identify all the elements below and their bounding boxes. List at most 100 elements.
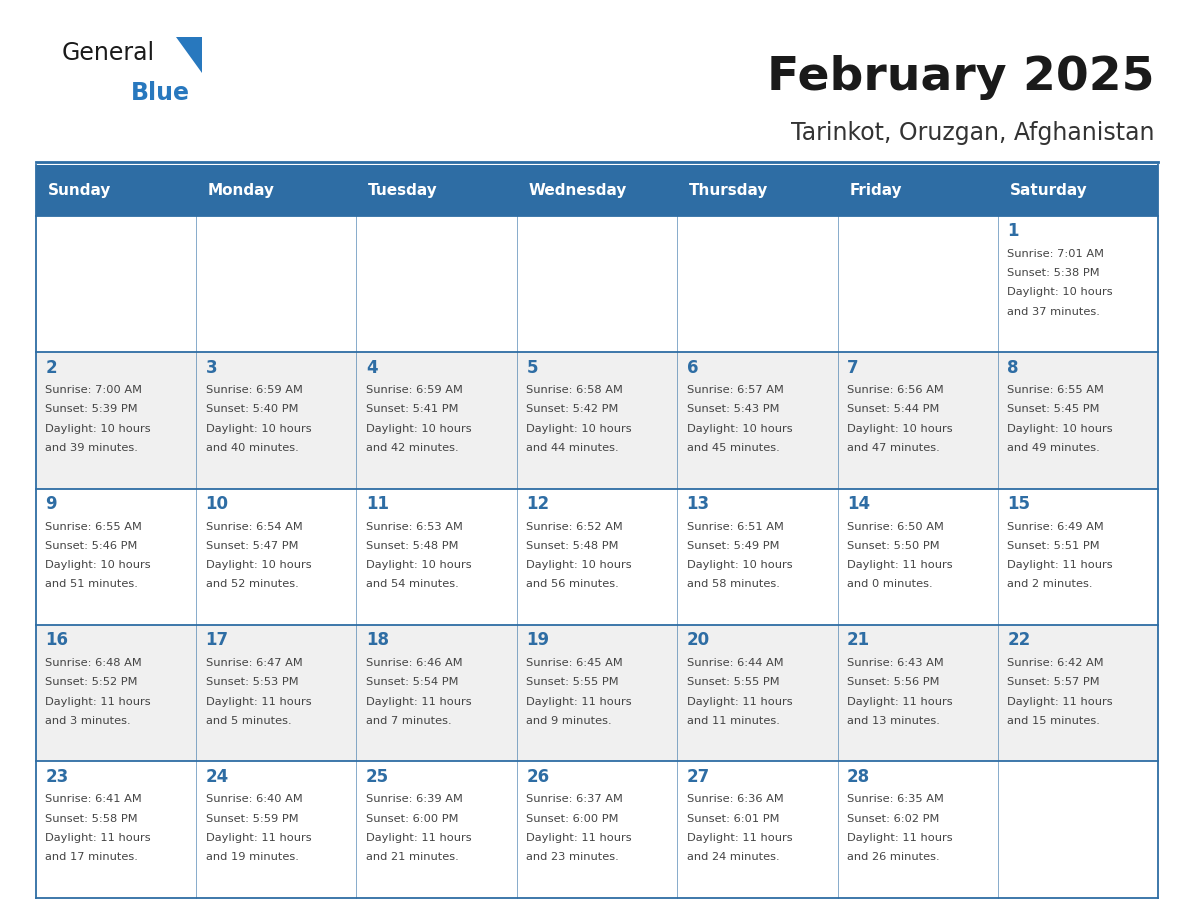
Text: Sunset: 5:44 PM: Sunset: 5:44 PM	[847, 405, 940, 414]
Text: 19: 19	[526, 632, 549, 649]
Bar	[998, 488, 1158, 625]
Bar	[356, 353, 517, 488]
Text: Daylight: 11 hours: Daylight: 11 hours	[206, 697, 311, 707]
Bar	[196, 761, 356, 898]
Text: Sunset: 5:42 PM: Sunset: 5:42 PM	[526, 405, 619, 414]
Bar	[356, 625, 517, 761]
Bar	[838, 216, 998, 353]
Text: Sunset: 5:45 PM: Sunset: 5:45 PM	[1007, 405, 1100, 414]
Text: Sunset: 5:51 PM: Sunset: 5:51 PM	[1007, 541, 1100, 551]
Text: Sunset: 5:39 PM: Sunset: 5:39 PM	[45, 405, 138, 414]
Bar	[196, 165, 356, 216]
Text: Daylight: 11 hours: Daylight: 11 hours	[847, 697, 953, 707]
Text: 24: 24	[206, 767, 229, 786]
Text: and 7 minutes.: and 7 minutes.	[366, 716, 451, 726]
Text: Friday: Friday	[849, 183, 902, 198]
Text: Sunrise: 6:41 AM: Sunrise: 6:41 AM	[45, 794, 141, 804]
Text: Daylight: 10 hours: Daylight: 10 hours	[366, 424, 472, 433]
Text: Sunset: 5:41 PM: Sunset: 5:41 PM	[366, 405, 459, 414]
Text: Daylight: 10 hours: Daylight: 10 hours	[687, 560, 792, 570]
Text: Daylight: 11 hours: Daylight: 11 hours	[847, 833, 953, 843]
Text: 11: 11	[366, 495, 388, 513]
Text: 18: 18	[366, 632, 388, 649]
Text: Daylight: 10 hours: Daylight: 10 hours	[847, 424, 953, 433]
Text: 28: 28	[847, 767, 870, 786]
Text: Sunrise: 6:43 AM: Sunrise: 6:43 AM	[847, 658, 943, 668]
Text: 4: 4	[366, 359, 378, 376]
Bar	[36, 165, 196, 216]
Text: Sunset: 5:40 PM: Sunset: 5:40 PM	[206, 405, 298, 414]
Text: Sunset: 6:01 PM: Sunset: 6:01 PM	[687, 813, 779, 823]
Text: and 11 minutes.: and 11 minutes.	[687, 716, 779, 726]
Text: 17: 17	[206, 632, 228, 649]
Text: Sunset: 5:55 PM: Sunset: 5:55 PM	[687, 677, 779, 688]
Text: Daylight: 11 hours: Daylight: 11 hours	[366, 833, 472, 843]
Text: Sunrise: 6:47 AM: Sunrise: 6:47 AM	[206, 658, 302, 668]
Text: February 2025: February 2025	[767, 55, 1155, 100]
Bar	[36, 488, 196, 625]
Text: and 26 minutes.: and 26 minutes.	[847, 852, 940, 862]
Text: Sunrise: 6:45 AM: Sunrise: 6:45 AM	[526, 658, 623, 668]
Text: Sunset: 6:00 PM: Sunset: 6:00 PM	[366, 813, 459, 823]
Text: Daylight: 10 hours: Daylight: 10 hours	[366, 560, 472, 570]
Text: and 42 minutes.: and 42 minutes.	[366, 443, 459, 453]
Bar	[517, 625, 677, 761]
Text: Daylight: 10 hours: Daylight: 10 hours	[45, 424, 151, 433]
Text: Sunrise: 6:39 AM: Sunrise: 6:39 AM	[366, 794, 463, 804]
Text: 27: 27	[687, 767, 710, 786]
Text: and 49 minutes.: and 49 minutes.	[1007, 443, 1100, 453]
Text: Sunset: 5:48 PM: Sunset: 5:48 PM	[366, 541, 459, 551]
Text: Blue: Blue	[131, 81, 190, 105]
Bar	[677, 761, 838, 898]
Text: Sunrise: 6:51 AM: Sunrise: 6:51 AM	[687, 521, 784, 532]
Text: 22: 22	[1007, 632, 1031, 649]
Text: Daylight: 10 hours: Daylight: 10 hours	[526, 560, 632, 570]
Bar	[36, 761, 196, 898]
Text: 10: 10	[206, 495, 228, 513]
Text: Sunset: 5:53 PM: Sunset: 5:53 PM	[206, 677, 298, 688]
Text: Sunset: 5:46 PM: Sunset: 5:46 PM	[45, 541, 138, 551]
Bar	[838, 625, 998, 761]
Bar	[998, 625, 1158, 761]
Text: 13: 13	[687, 495, 709, 513]
Text: Sunrise: 6:59 AM: Sunrise: 6:59 AM	[366, 386, 463, 395]
Text: 9: 9	[45, 495, 57, 513]
Text: Daylight: 11 hours: Daylight: 11 hours	[687, 697, 792, 707]
Bar	[517, 761, 677, 898]
Text: Sunset: 5:55 PM: Sunset: 5:55 PM	[526, 677, 619, 688]
Text: Sunset: 6:02 PM: Sunset: 6:02 PM	[847, 813, 940, 823]
Text: Daylight: 11 hours: Daylight: 11 hours	[206, 833, 311, 843]
Polygon shape	[176, 37, 202, 73]
Text: 8: 8	[1007, 359, 1019, 376]
Text: and 40 minutes.: and 40 minutes.	[206, 443, 298, 453]
Text: and 9 minutes.: and 9 minutes.	[526, 716, 612, 726]
Bar	[36, 353, 196, 488]
Text: Sunset: 5:52 PM: Sunset: 5:52 PM	[45, 677, 138, 688]
Text: 5: 5	[526, 359, 538, 376]
Text: 23: 23	[45, 767, 69, 786]
Text: Sunset: 5:54 PM: Sunset: 5:54 PM	[366, 677, 459, 688]
Bar	[998, 353, 1158, 488]
Text: Daylight: 11 hours: Daylight: 11 hours	[687, 833, 792, 843]
Bar	[677, 488, 838, 625]
Text: Sunrise: 7:00 AM: Sunrise: 7:00 AM	[45, 386, 143, 395]
Text: and 19 minutes.: and 19 minutes.	[206, 852, 298, 862]
Text: Sunset: 5:56 PM: Sunset: 5:56 PM	[847, 677, 940, 688]
Text: Sunrise: 6:58 AM: Sunrise: 6:58 AM	[526, 386, 624, 395]
Bar	[356, 216, 517, 353]
Bar	[998, 165, 1158, 216]
Bar	[838, 353, 998, 488]
Text: Daylight: 11 hours: Daylight: 11 hours	[45, 697, 151, 707]
Text: and 23 minutes.: and 23 minutes.	[526, 852, 619, 862]
Text: Sunrise: 6:54 AM: Sunrise: 6:54 AM	[206, 521, 302, 532]
Text: Sunset: 5:47 PM: Sunset: 5:47 PM	[206, 541, 298, 551]
Bar	[677, 353, 838, 488]
Text: Saturday: Saturday	[1010, 183, 1087, 198]
Text: Daylight: 10 hours: Daylight: 10 hours	[1007, 424, 1113, 433]
Bar	[196, 625, 356, 761]
Text: Daylight: 10 hours: Daylight: 10 hours	[1007, 287, 1113, 297]
Text: Sunset: 5:57 PM: Sunset: 5:57 PM	[1007, 677, 1100, 688]
Text: Daylight: 10 hours: Daylight: 10 hours	[687, 424, 792, 433]
Bar	[677, 625, 838, 761]
Bar	[356, 165, 517, 216]
